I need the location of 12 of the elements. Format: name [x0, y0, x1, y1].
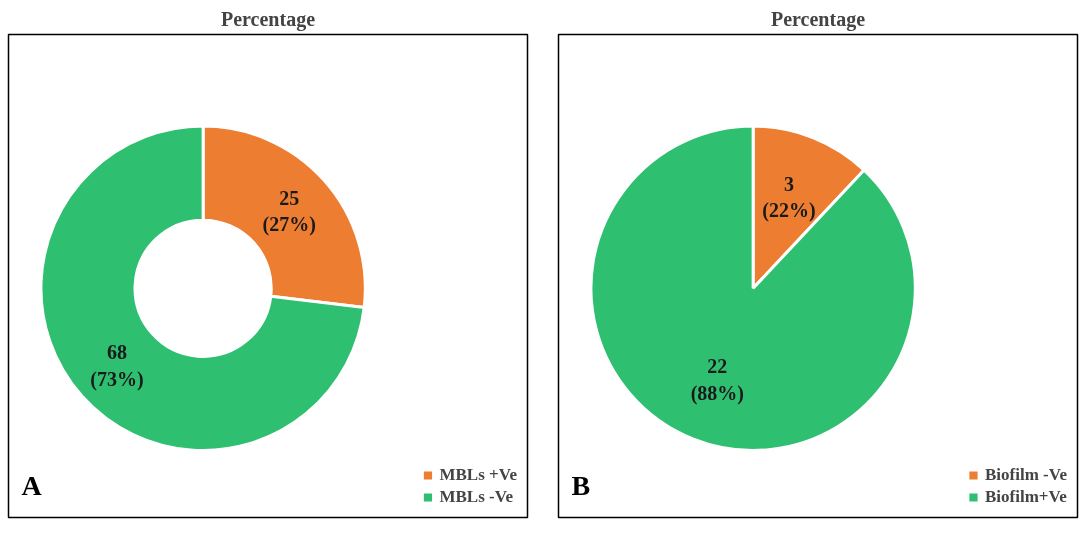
legend-label: Biofilm+Ve	[984, 487, 1067, 507]
legend-label: Biofilm -Ve	[984, 465, 1067, 485]
legend-label: MBLs +Ve	[439, 465, 517, 485]
data-label: 22 (88%)	[690, 355, 744, 405]
text: B	[571, 470, 591, 502]
text: A	[21, 470, 43, 502]
data-label: 68 (73%)	[90, 341, 144, 391]
chart-title: Percentage	[770, 7, 866, 31]
data-label: 3 (22%)	[762, 172, 816, 223]
chart-title: Percentage	[220, 7, 316, 31]
legend-label: MBLs -Ve	[439, 487, 513, 507]
data-label: 25 (27%)	[262, 186, 316, 237]
